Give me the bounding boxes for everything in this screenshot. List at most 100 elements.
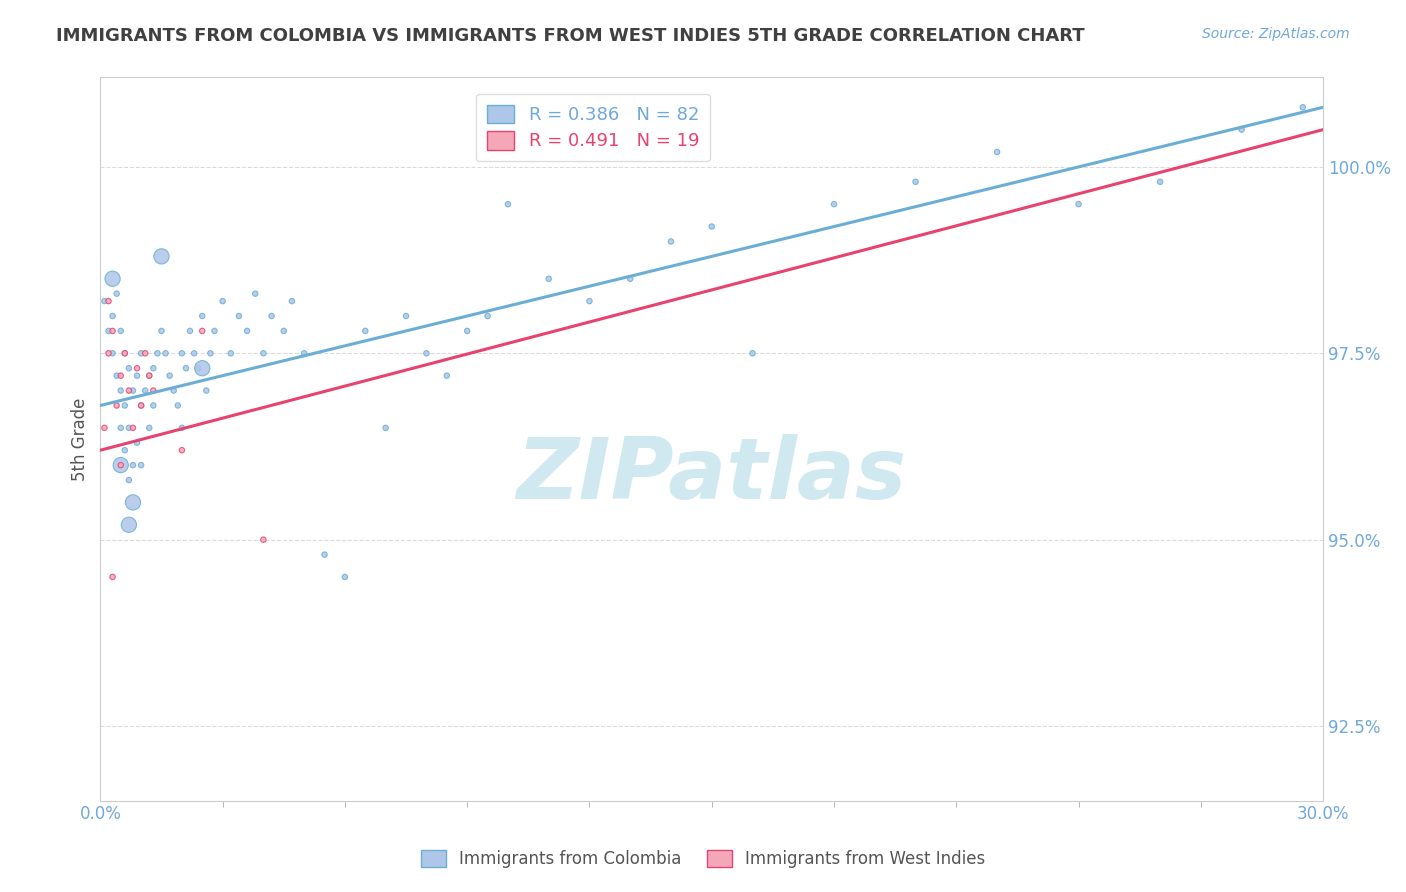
Point: [166, 399, 188, 413]
Point: [146, 346, 169, 360]
Point: [129, 399, 152, 413]
Point: [245, 286, 267, 301]
Point: [122, 384, 145, 398]
Point: [191, 324, 214, 338]
Point: [97, 294, 120, 309]
Point: [134, 346, 156, 360]
Point: [110, 368, 132, 383]
Point: [1067, 197, 1090, 211]
Point: [142, 399, 165, 413]
Point: [1149, 175, 1171, 189]
Point: [114, 443, 136, 458]
Point: [204, 324, 226, 338]
Point: [191, 361, 214, 376]
Point: [659, 235, 682, 249]
Point: [101, 346, 124, 360]
Point: [101, 324, 124, 338]
Point: [823, 197, 845, 211]
Point: [142, 361, 165, 376]
Point: [142, 384, 165, 398]
Point: [986, 145, 1008, 159]
Point: [281, 294, 304, 309]
Point: [415, 346, 437, 360]
Legend: R = 0.386   N = 82, R = 0.491   N = 19: R = 0.386 N = 82, R = 0.491 N = 19: [477, 94, 710, 161]
Point: [110, 421, 132, 435]
Point: [741, 346, 763, 360]
Point: [195, 384, 218, 398]
Point: [97, 346, 120, 360]
Point: [170, 443, 193, 458]
Point: [333, 570, 356, 584]
Text: Source: ZipAtlas.com: Source: ZipAtlas.com: [1202, 27, 1350, 41]
Point: [179, 324, 201, 338]
Point: [105, 368, 128, 383]
Point: [395, 309, 418, 323]
Point: [105, 399, 128, 413]
Point: [537, 271, 560, 285]
Point: [122, 495, 145, 509]
Point: [125, 368, 148, 383]
Point: [314, 548, 336, 562]
Point: [436, 368, 458, 383]
Point: [122, 421, 145, 435]
Point: [110, 458, 132, 472]
Point: [118, 361, 141, 376]
Point: [236, 324, 259, 338]
Point: [118, 517, 141, 532]
Point: [211, 294, 233, 309]
Point: [252, 533, 274, 547]
Point: [122, 458, 145, 472]
Point: [170, 421, 193, 435]
Point: [101, 271, 124, 285]
Point: [904, 175, 927, 189]
Point: [456, 324, 478, 338]
Point: [374, 421, 396, 435]
Point: [187, 361, 209, 376]
Point: [93, 421, 115, 435]
Point: [1230, 122, 1253, 136]
Point: [150, 324, 173, 338]
Point: [200, 346, 222, 360]
Point: [252, 346, 274, 360]
Point: [170, 346, 193, 360]
Point: [101, 570, 124, 584]
Text: ZIPatlas: ZIPatlas: [516, 434, 907, 516]
Point: [150, 249, 173, 263]
Point: [228, 309, 250, 323]
Point: [97, 324, 120, 338]
Legend: Immigrants from Colombia, Immigrants from West Indies: Immigrants from Colombia, Immigrants fro…: [415, 843, 991, 875]
Point: [138, 368, 160, 383]
Point: [105, 286, 128, 301]
Point: [110, 384, 132, 398]
Point: [354, 324, 377, 338]
Point: [174, 361, 197, 376]
Point: [163, 384, 186, 398]
Point: [477, 309, 499, 323]
Point: [129, 346, 152, 360]
Point: [101, 309, 124, 323]
Point: [260, 309, 283, 323]
Point: [700, 219, 723, 234]
Point: [159, 368, 181, 383]
Point: [118, 473, 141, 487]
Point: [292, 346, 315, 360]
Point: [134, 384, 156, 398]
Point: [219, 346, 242, 360]
Point: [183, 346, 205, 360]
Point: [118, 384, 141, 398]
Point: [93, 294, 115, 309]
Point: [110, 458, 132, 472]
Point: [114, 346, 136, 360]
Point: [273, 324, 295, 338]
Text: IMMIGRANTS FROM COLOMBIA VS IMMIGRANTS FROM WEST INDIES 5TH GRADE CORRELATION CH: IMMIGRANTS FROM COLOMBIA VS IMMIGRANTS F…: [56, 27, 1085, 45]
Point: [118, 421, 141, 435]
Point: [496, 197, 519, 211]
Point: [129, 458, 152, 472]
Point: [578, 294, 600, 309]
Point: [138, 368, 160, 383]
Point: [129, 399, 152, 413]
Point: [191, 309, 214, 323]
Point: [114, 399, 136, 413]
Point: [619, 271, 641, 285]
Point: [155, 346, 177, 360]
